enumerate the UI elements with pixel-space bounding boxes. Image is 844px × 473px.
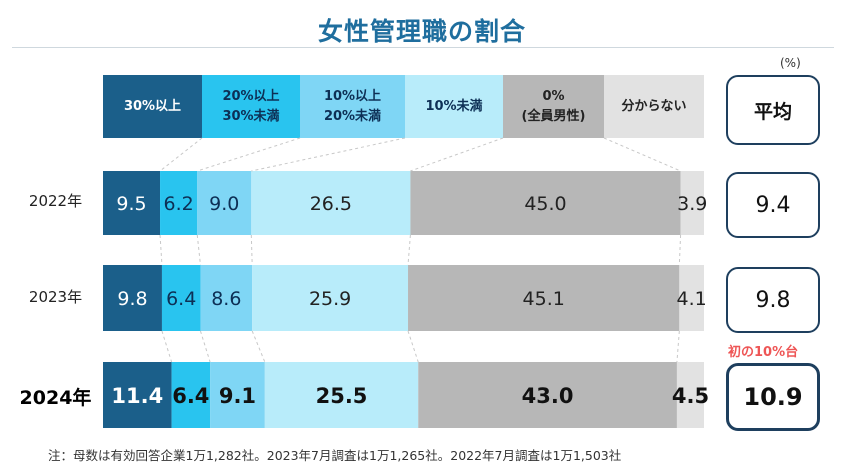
- first-ten-percent-label: 初の10%台: [728, 345, 799, 360]
- bar-segment: [676, 362, 704, 428]
- bar-segment: [161, 265, 201, 331]
- connector-line: [410, 137, 504, 172]
- legend-item-6: 分からない: [604, 75, 704, 138]
- data-label: 43.0: [522, 384, 574, 408]
- bar-segment: [252, 265, 409, 331]
- data-label: 11.4: [111, 384, 163, 408]
- bar-segment: [410, 171, 681, 235]
- connector-line: [251, 137, 406, 172]
- bar-segment: [197, 171, 252, 235]
- data-label: 25.9: [309, 288, 351, 310]
- bar-segment: [418, 362, 677, 428]
- data-label: 45.1: [523, 288, 565, 310]
- legend-item-2: 20%以上 30%未満: [202, 75, 300, 138]
- data-label: 6.4: [166, 288, 196, 310]
- connector-line: [407, 234, 411, 266]
- connector-line: [199, 330, 211, 363]
- connector-line: [159, 234, 163, 266]
- footnote: 注：母数は有効回答企業1万1,282社。2023年7月調査は1万1,265社。2…: [48, 448, 622, 463]
- bar-segment: [408, 265, 680, 331]
- data-label: 9.8: [117, 288, 147, 310]
- average-2022: 9.4: [726, 172, 820, 238]
- year-label-2022: 2022年: [28, 192, 83, 210]
- data-label: 26.5: [310, 193, 352, 215]
- connector-line: [676, 330, 680, 363]
- bar-segment: [103, 265, 162, 331]
- bar-segment: [160, 171, 198, 235]
- connector-line: [603, 137, 681, 172]
- bar-segment: [680, 171, 704, 235]
- title-divider: [12, 47, 834, 48]
- data-label: 9.0: [209, 193, 239, 215]
- year-label-2023: 2023年: [28, 288, 83, 306]
- bar-segment: [251, 171, 411, 235]
- connector-line: [197, 137, 301, 172]
- legend-item-1: 30%以上: [103, 75, 202, 138]
- legend-item-5: 0% (全員男性): [503, 75, 604, 138]
- data-label: 9.1: [219, 384, 256, 408]
- unit-label: (%): [780, 56, 801, 70]
- average-header: 平均: [726, 75, 820, 145]
- data-label: 4.5: [672, 384, 709, 408]
- legend-item-4: 10%未満: [405, 75, 503, 138]
- bar-segment: [210, 362, 265, 428]
- connector-line: [251, 330, 266, 363]
- bar-segment: [103, 362, 172, 428]
- year-label-2024: 2024年: [19, 387, 92, 409]
- bar-segment: [200, 265, 253, 331]
- data-label: 25.5: [316, 384, 368, 408]
- data-label: 9.5: [116, 193, 146, 215]
- data-label: 4.1: [677, 288, 707, 310]
- bar-segment: [679, 265, 704, 331]
- connector-line: [678, 234, 682, 266]
- data-label: 6.4: [172, 384, 209, 408]
- bar-segment: [171, 362, 211, 428]
- connector-line: [196, 234, 201, 266]
- data-label: 45.0: [524, 193, 566, 215]
- data-label: 3.9: [677, 193, 707, 215]
- bar-segment: [264, 362, 419, 428]
- connector-line: [159, 137, 203, 172]
- average-2024: 10.9: [726, 363, 820, 431]
- connector-line: [250, 234, 253, 266]
- connector-line: [407, 330, 419, 363]
- chart-title: 女性管理職の割合: [317, 17, 526, 46]
- legend-item-3: 10%以上 20%未満: [300, 75, 405, 138]
- average-2023: 9.8: [726, 267, 820, 333]
- data-label: 8.6: [211, 288, 241, 310]
- connector-line: [161, 330, 173, 363]
- data-label: 6.2: [164, 193, 194, 215]
- bar-segment: [103, 171, 161, 235]
